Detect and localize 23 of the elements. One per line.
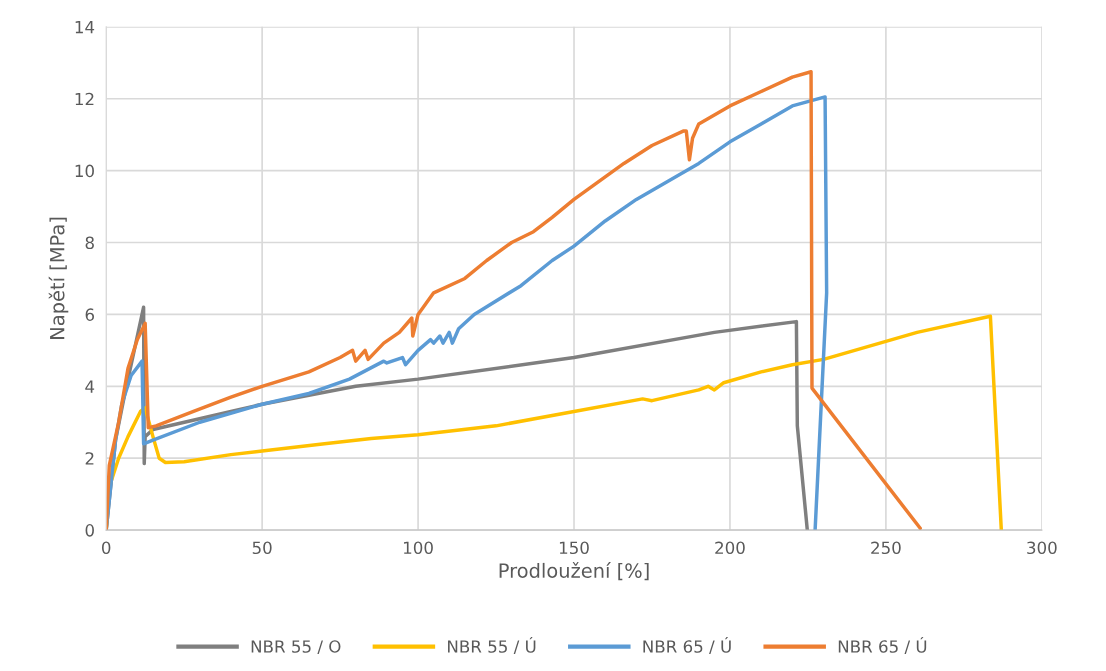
y-tick-label: 6 [85, 308, 95, 321]
legend-label: NBR 55 / Ú [448, 637, 536, 655]
x-tick-label: 50 [252, 541, 272, 555]
legend-label: NBR 65 / Ú [643, 637, 731, 655]
x-tick-label: 250 [871, 541, 901, 555]
y-tick-label: 14 [75, 21, 95, 34]
line-series [106, 95, 829, 531]
legend-label: NBR 55 / O [251, 640, 341, 655]
x-tick-label: 300 [1027, 541, 1057, 555]
y-tick-label: 10 [75, 164, 94, 178]
x-tick-label: 0 [101, 541, 111, 555]
y-tick-label: 2 [85, 452, 94, 465]
x-tick-label: 100 [403, 541, 433, 555]
x-tick-label: 200 [715, 541, 745, 555]
y-axis-title: Napětí [MPa] [48, 217, 69, 339]
x-axis-title: Prodloužení [%] [499, 562, 649, 581]
line-series [106, 70, 922, 531]
y-tick-label: 0 [85, 524, 94, 537]
y-tick-label: 12 [75, 92, 94, 106]
x-tick-label: 150 [559, 541, 589, 555]
legend-label: NBR 65 / Ú [838, 637, 927, 655]
y-tick-label: 4 [85, 380, 95, 393]
y-tick-label: 8 [85, 236, 94, 250]
